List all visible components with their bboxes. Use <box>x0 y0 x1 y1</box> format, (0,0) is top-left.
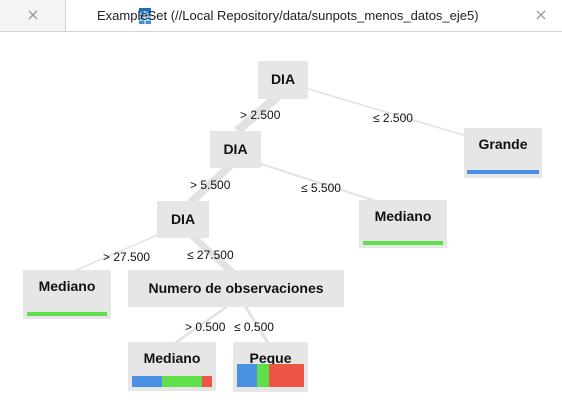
tree-leaf-mediano-2[interactable]: Mediano <box>23 270 111 319</box>
class-segment-grande <box>132 376 162 387</box>
class-distribution-bar <box>237 364 304 387</box>
edge-label: ≤ 2.500 <box>373 111 413 125</box>
tree-node-root[interactable]: DIA <box>258 61 308 99</box>
edge-label: ≤ 0.500 <box>234 320 274 334</box>
edge-label: > 0.500 <box>185 320 226 334</box>
edge-numobs-peque <box>243 305 270 344</box>
tab-exampleset[interactable]: ExampleSet (//Local Repository/data/sunp… <box>66 0 562 31</box>
leaf-label: Mediano <box>38 278 96 294</box>
leaf-label: Grande <box>478 136 528 152</box>
class-segment-grande <box>237 364 258 387</box>
decision-tree-canvas: > 2.500 ≤ 2.500 > 5.500 ≤ 5.500 > 27.500… <box>0 32 562 416</box>
class-segment-mediano <box>257 364 270 387</box>
edge-label: ≤ 5.500 <box>301 181 341 195</box>
tree-node-dia-3[interactable]: DIA <box>157 201 209 238</box>
edge-numobs-mediano3 <box>174 304 229 345</box>
class-segment-mediano <box>27 312 107 316</box>
node-label: DIA <box>223 141 248 157</box>
class-distribution-bar <box>132 376 212 387</box>
tree-leaf-peque[interactable]: Peque <box>233 342 308 392</box>
tab-bar: × ExampleSet (//Local Repository/data/su… <box>0 0 562 32</box>
tree-node-numero-observaciones[interactable]: Numero de observaciones <box>128 270 344 307</box>
leaf-label: Peque <box>249 350 292 366</box>
close-icon[interactable]: × <box>26 5 40 24</box>
class-segment-peque <box>201 376 212 387</box>
edge-root-grande <box>304 87 471 138</box>
edge-label: ≤ 27.500 <box>187 248 234 262</box>
tree-leaf-grande[interactable]: Grande <box>464 128 542 178</box>
tab-previous[interactable]: × <box>0 0 66 31</box>
edge-label: > 27.500 <box>103 250 151 264</box>
edge-inner2-mediano2 <box>71 232 163 273</box>
class-segment-peque <box>269 364 304 387</box>
class-distribution-bar <box>27 312 107 316</box>
close-icon[interactable]: × <box>534 5 548 24</box>
class-segment-mediano <box>363 241 443 245</box>
leaf-label: Mediano <box>143 350 201 366</box>
class-segment-mediano <box>161 376 202 387</box>
edge-inner2-numobs <box>187 231 235 275</box>
node-label: DIA <box>170 211 196 227</box>
node-label: Numero de observaciones <box>148 280 324 296</box>
tree-leaf-mediano-1[interactable]: Mediano <box>359 200 447 248</box>
data-table-icon <box>138 7 152 30</box>
edge-label: > 5.500 <box>190 178 231 192</box>
tree-leaf-mediano-3[interactable]: Mediano <box>128 342 216 391</box>
class-segment-grande <box>467 170 539 174</box>
class-distribution-bar <box>467 170 539 174</box>
class-distribution-bar <box>363 241 443 245</box>
node-label: DIA <box>270 71 296 87</box>
edge-label: > 2.500 <box>240 108 281 122</box>
edge-inner1-inner2 <box>187 163 233 206</box>
tree-node-dia-2[interactable]: DIA <box>210 131 261 168</box>
leaf-label: Mediano <box>374 208 432 224</box>
edge-inner1-mediano1 <box>254 161 386 205</box>
tab-label: ExampleSet (//Local Repository/data/sunp… <box>97 8 479 23</box>
